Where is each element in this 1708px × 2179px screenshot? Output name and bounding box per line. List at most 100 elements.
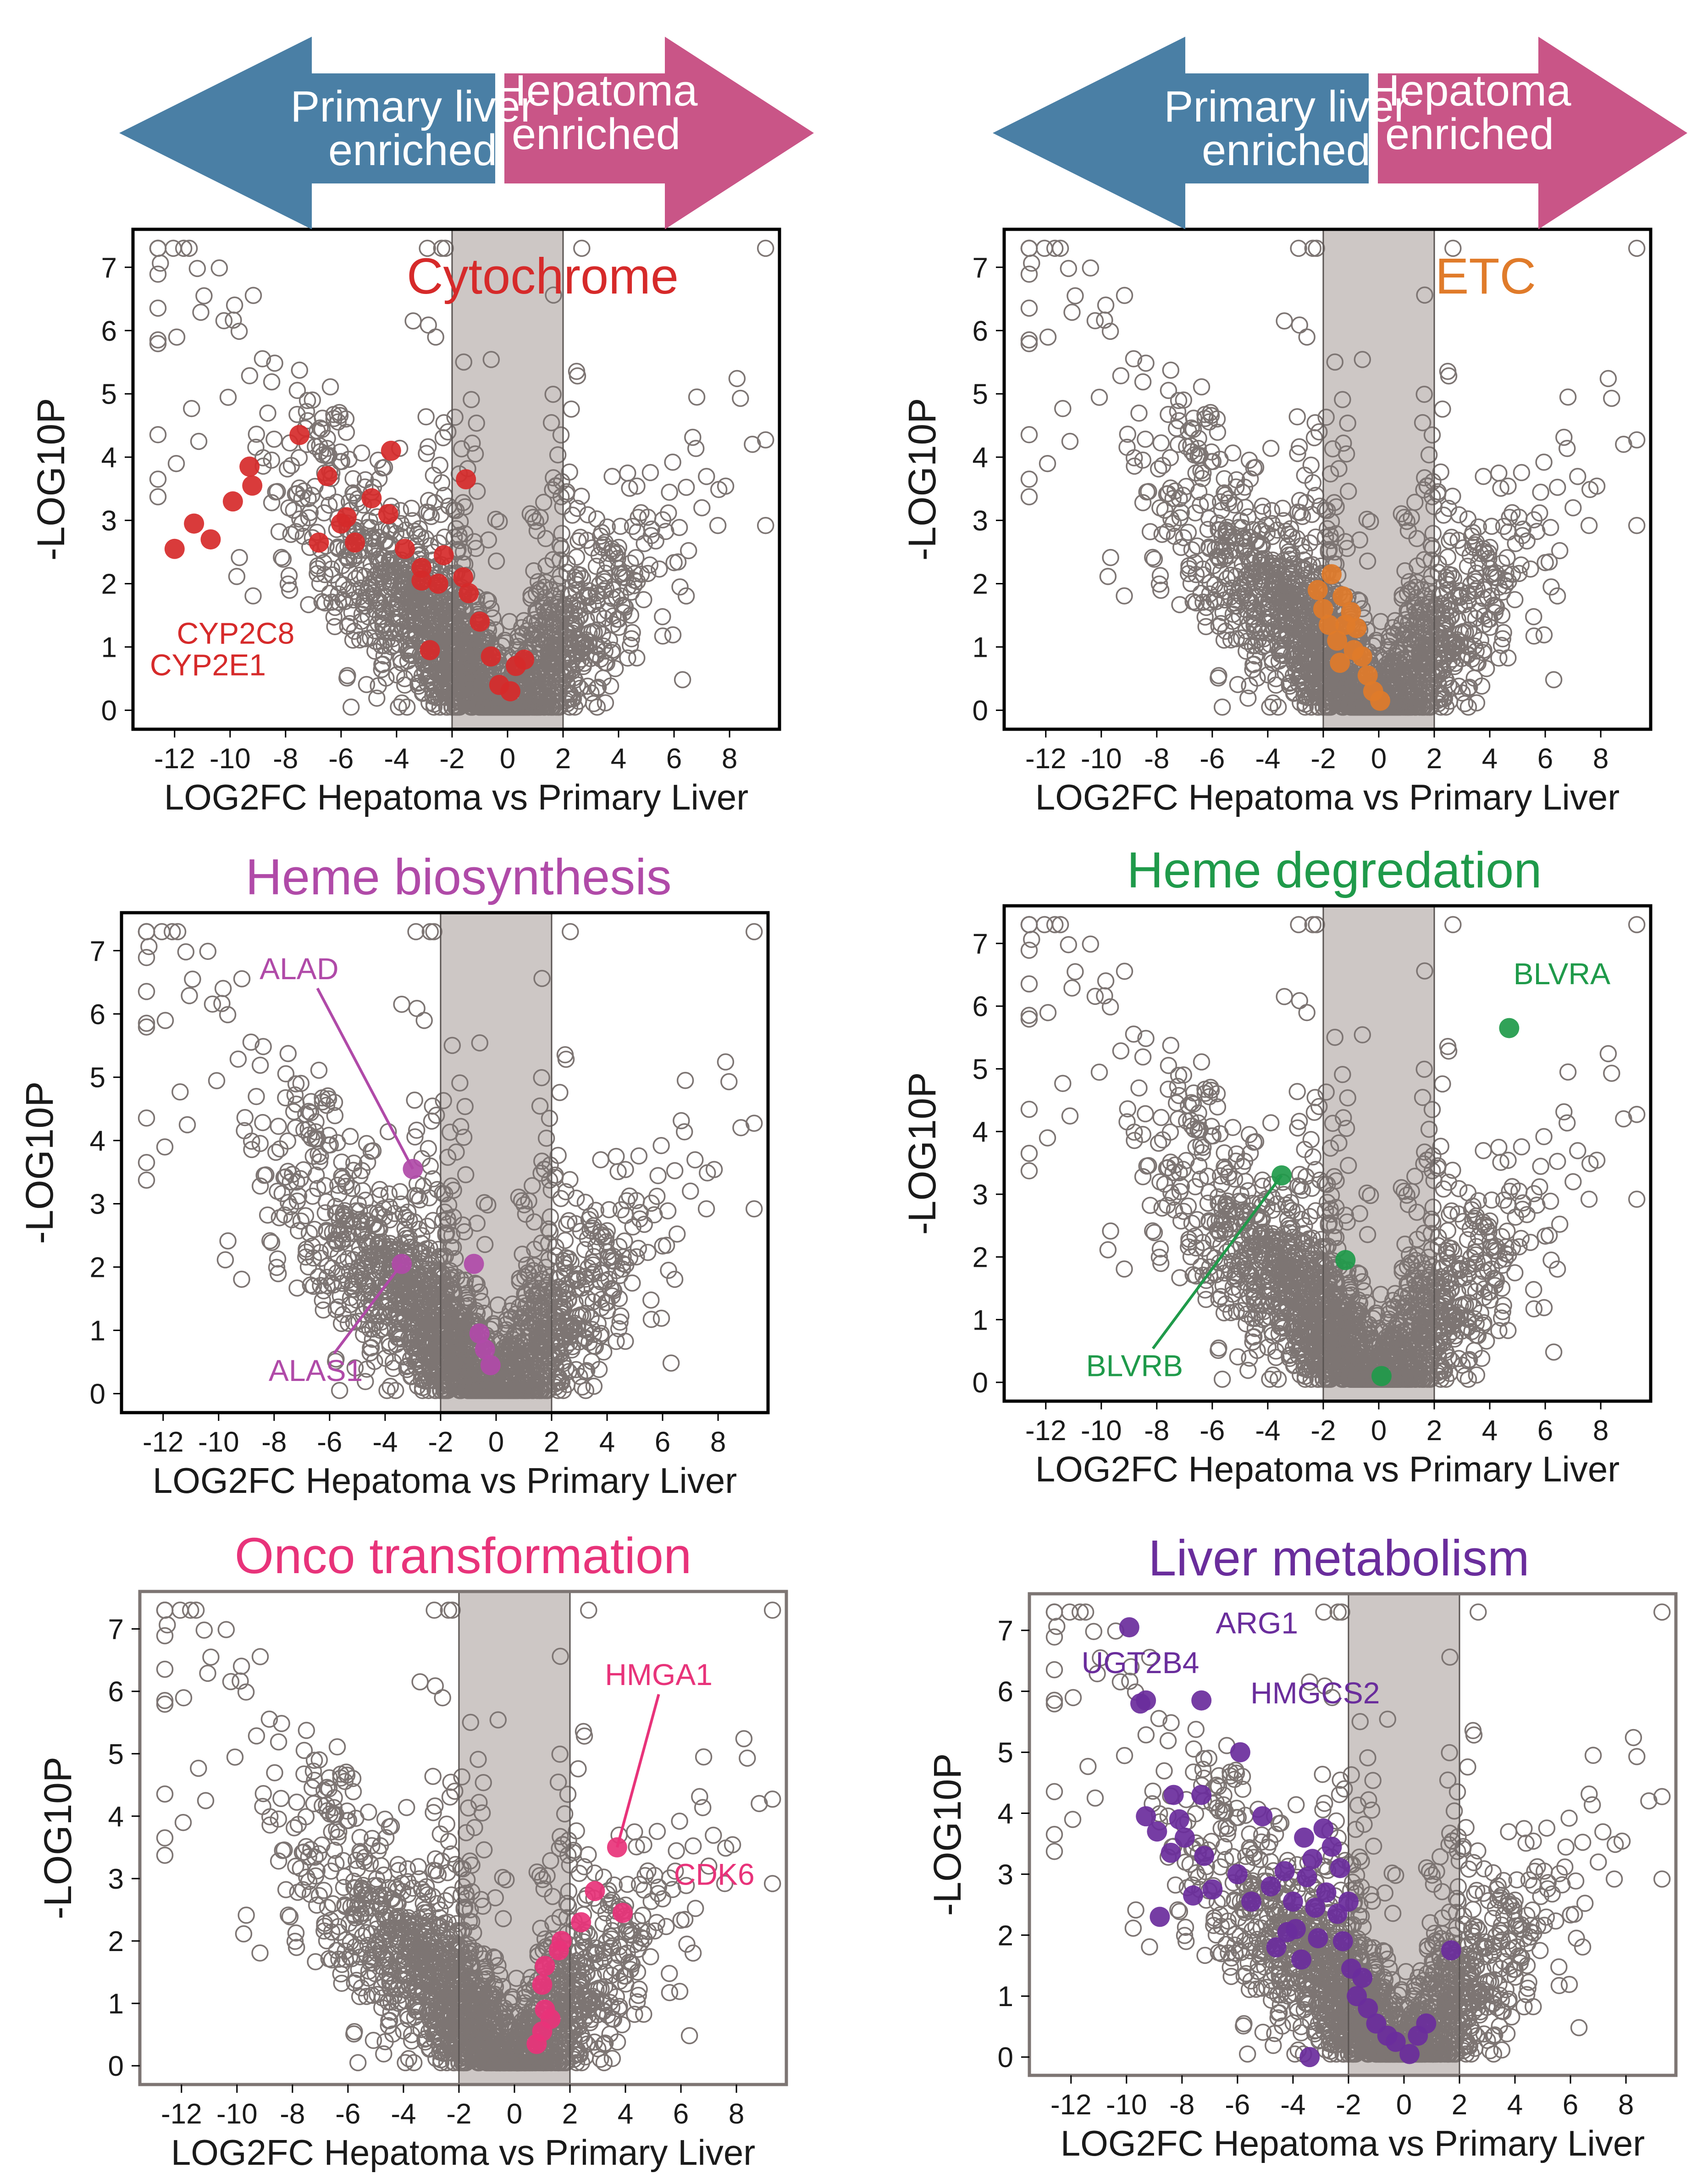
y-tick-label: 6 — [973, 316, 988, 347]
background-point — [688, 388, 706, 406]
x-tick-label: -6 — [328, 743, 354, 775]
y-tick-label: 5 — [973, 379, 988, 410]
background-point — [628, 477, 646, 495]
highlighted-gene-point — [336, 507, 357, 527]
background-point — [568, 362, 586, 380]
highlighted-gene-point — [411, 570, 432, 591]
highlighted-gene-point — [184, 513, 205, 534]
background-point — [291, 361, 309, 379]
highlighted-gene-point — [428, 573, 448, 594]
x-tick-label: 4 — [1482, 743, 1498, 775]
panel-title: ETC — [1435, 248, 1536, 305]
x-tick-label: -8 — [1144, 743, 1169, 775]
y-tick-label: 3 — [101, 505, 117, 537]
background-point — [515, 612, 533, 629]
x-tick-label: 8 — [1593, 743, 1609, 775]
background-point — [230, 322, 248, 340]
background-point — [244, 587, 262, 604]
background-point — [623, 630, 640, 648]
highlighted-gene-point — [200, 529, 221, 550]
y-tick-label: 1 — [101, 632, 117, 664]
background-point — [215, 312, 233, 330]
y-tick-label: 5 — [101, 379, 117, 410]
background-point — [487, 552, 505, 570]
y-tick-label: 1 — [973, 632, 988, 664]
x-tick-label: -2 — [439, 743, 464, 775]
y-tick-label: 0 — [101, 695, 117, 727]
y-tick-label: 7 — [101, 252, 117, 284]
y-tick-label: 6 — [101, 316, 117, 347]
background-point — [344, 470, 362, 488]
highlighted-gene-point — [164, 538, 185, 559]
highlighted-gene-point — [361, 488, 382, 509]
background-point — [606, 660, 624, 677]
highlighted-gene-point — [317, 466, 337, 487]
y-tick-label: 2 — [973, 569, 988, 600]
gene-label: CYP2E1 — [150, 648, 266, 682]
x-tick-label: 4 — [611, 743, 626, 775]
highlighted-gene-point — [222, 491, 243, 512]
x-tick-label: -12 — [154, 743, 195, 775]
x-tick-label: -8 — [273, 743, 298, 775]
x-tick-label: 6 — [666, 743, 682, 775]
background-point — [542, 414, 560, 432]
x-tick-label: 2 — [1426, 743, 1442, 775]
highlighted-gene-point — [420, 640, 440, 660]
background-point — [190, 432, 208, 450]
highlighted-gene-point — [289, 425, 310, 445]
y-tick-label: 7 — [973, 252, 988, 284]
highlighted-gene-point — [470, 611, 490, 632]
background-point — [192, 304, 210, 321]
background-point — [300, 596, 317, 614]
highlighted-gene-point — [1370, 690, 1390, 711]
highlighted-gene-point — [1321, 564, 1342, 584]
highlighted-gene-point — [378, 504, 398, 524]
background-point — [419, 239, 436, 257]
background-point — [677, 478, 695, 496]
highlighted-gene-point — [345, 532, 365, 553]
y-axis-label: -LOG10P — [29, 398, 72, 561]
background-point — [465, 533, 483, 550]
background-point — [589, 678, 607, 696]
background-point — [210, 259, 228, 277]
x-tick-label: 0 — [500, 743, 515, 775]
background-point — [168, 328, 186, 346]
background-point — [337, 423, 355, 441]
y-axis-label: -LOG10P — [901, 398, 944, 561]
background-point — [654, 608, 671, 626]
background-point — [273, 549, 290, 566]
background-point — [757, 516, 774, 534]
y-tick-label: 4 — [101, 442, 117, 474]
background-point — [677, 587, 695, 605]
background-point — [651, 560, 668, 578]
background-point — [553, 525, 571, 542]
background-point — [664, 454, 681, 471]
background-point — [369, 451, 387, 469]
highlighted-gene-point — [1307, 580, 1328, 600]
background-point — [619, 649, 636, 667]
background-point — [342, 698, 360, 716]
background-point — [280, 567, 298, 584]
background-point — [228, 568, 246, 585]
y-tick-label: 3 — [973, 505, 988, 537]
panel-title: Cytochrome — [407, 248, 679, 305]
x-tick-label: 2 — [555, 743, 571, 775]
gene-label: CYP2C8 — [177, 616, 295, 650]
x-tick-label: 6 — [1537, 743, 1553, 775]
x-tick-label: 8 — [722, 743, 737, 775]
x-tick-label: -4 — [1255, 743, 1280, 775]
background-point — [552, 426, 570, 444]
highlighted-gene-point — [1346, 618, 1367, 638]
highlighted-gene-point — [489, 675, 509, 695]
x-tick-label: -4 — [384, 743, 409, 775]
background-points — [149, 239, 774, 716]
background-point — [728, 370, 746, 388]
background-point — [281, 582, 298, 599]
background-point — [624, 518, 641, 535]
highlighted-gene-point — [481, 646, 501, 667]
background-point — [398, 698, 416, 716]
